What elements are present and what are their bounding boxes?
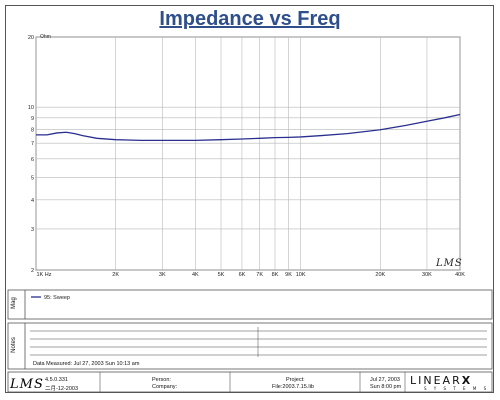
- y-tick-label: 7: [31, 141, 34, 147]
- x-tick-label: 2K: [112, 272, 119, 278]
- y-tick-label: 10: [28, 105, 34, 111]
- footer-bar: [7, 371, 493, 393]
- plot-area: [35, 36, 461, 271]
- y-tick-label: 5: [31, 175, 34, 181]
- lms-logo: LMS: [10, 377, 44, 392]
- linearx-logo: LINEARX: [410, 374, 473, 387]
- footer-time: Sun 8:00 pm: [370, 384, 402, 390]
- x-tick-label: 7K: [256, 272, 263, 278]
- lms-watermark: LMS: [436, 258, 463, 269]
- project-label: Project:: [286, 377, 305, 383]
- mag-panel: [7, 289, 493, 320]
- x-tick-label: 8K: [272, 272, 279, 278]
- x-tick-label: 10K: [296, 272, 306, 278]
- company-label: Company:: [152, 384, 178, 390]
- notes-panel: [7, 322, 493, 370]
- x-tick-label: 6K: [239, 272, 246, 278]
- y-tick-label: 4: [31, 198, 34, 204]
- y-tick-label: 3: [31, 227, 34, 233]
- person-label: Person:: [152, 377, 171, 383]
- series-line: [36, 113, 461, 142]
- file-label: File:2003.7.15.lib: [272, 384, 314, 390]
- x-tick-label: 3K: [159, 272, 166, 278]
- x-tick-label: 4K: [192, 272, 199, 278]
- x-tick-label: 30K: [422, 272, 432, 278]
- x-tick-label: 9K: [285, 272, 292, 278]
- systems-subtext: S Y S T E M S: [424, 386, 490, 391]
- y-tick-label: 6: [31, 157, 34, 163]
- x-tick-label: 20K: [375, 272, 385, 278]
- chart-title: Impedance vs Freq: [159, 8, 341, 30]
- x-tick-label: 1K Hz: [37, 272, 52, 278]
- y-tick-label: 2: [31, 268, 34, 274]
- x-tick-label: 40K: [455, 272, 465, 278]
- y-tick-label: 20: [28, 35, 34, 41]
- mag-section-label: Mag: [11, 297, 17, 309]
- x-tick-label: 5K: [218, 272, 225, 278]
- y-tick-label: 9: [31, 116, 34, 122]
- legend-label: 95: Sweep: [44, 295, 70, 301]
- notes-section-label: Notes: [11, 337, 17, 353]
- data-measured: Data Measured: Jul 27, 2003 Sun 10:13 am: [33, 361, 140, 367]
- build-date-text: 二月-12-2003: [45, 386, 79, 392]
- version-text: 4.5.0.331: [45, 377, 68, 383]
- y-tick-label: 8: [31, 128, 34, 134]
- page-frame: [5, 5, 494, 393]
- footer-date: Jul 27, 2003: [370, 377, 400, 383]
- y-unit-label: Ohm: [40, 34, 51, 40]
